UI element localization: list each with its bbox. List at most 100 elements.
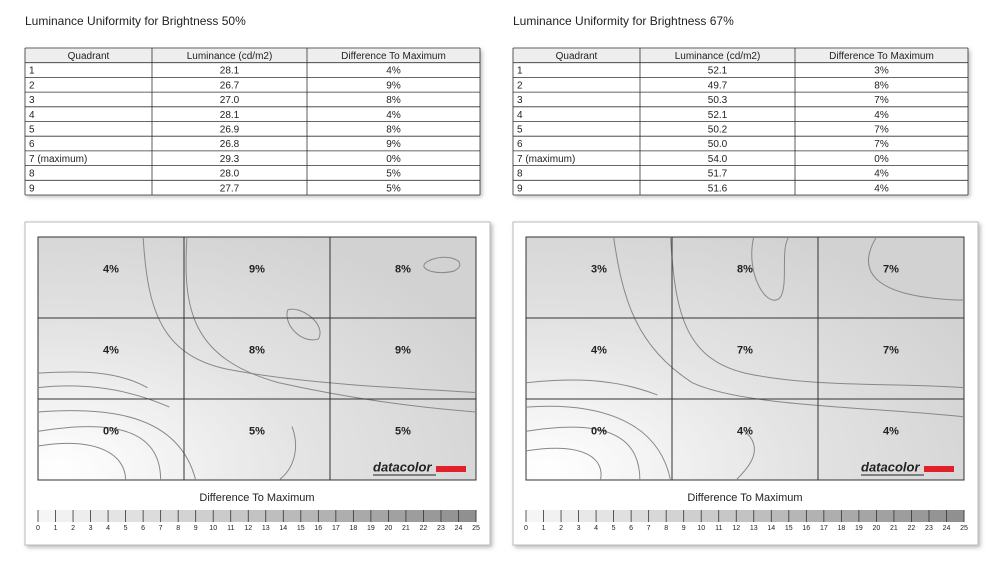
table-cell: 27.0 bbox=[220, 95, 240, 106]
quadrant-label: 4% bbox=[591, 344, 607, 356]
table-header: Quadrant bbox=[68, 51, 110, 62]
scale-cell bbox=[335, 510, 354, 522]
logo-bar bbox=[436, 466, 466, 472]
table-cell: 28.1 bbox=[220, 66, 240, 77]
scale-tick-label: 14 bbox=[279, 525, 287, 532]
scale-tick-label: 21 bbox=[402, 525, 410, 532]
table-cell: 4% bbox=[874, 183, 889, 194]
table-cell: 8% bbox=[386, 95, 401, 106]
scale-tick-label: 1 bbox=[54, 525, 58, 532]
table-header: Quadrant bbox=[556, 51, 598, 62]
table-cell: 7% bbox=[874, 124, 889, 135]
table-cell: 8% bbox=[386, 124, 401, 135]
scale-cell bbox=[55, 510, 74, 522]
table-cell: 50.3 bbox=[708, 95, 728, 106]
scale-cell bbox=[648, 510, 667, 522]
scale-cell bbox=[683, 510, 702, 522]
map-fill bbox=[525, 236, 965, 481]
scale-cell bbox=[893, 510, 912, 522]
scale-cell bbox=[178, 510, 197, 522]
quadrant-label: 7% bbox=[883, 344, 899, 356]
table-cell: 8 bbox=[29, 169, 35, 180]
scale-tick-label: 7 bbox=[159, 525, 163, 532]
table-cell: 26.8 bbox=[220, 139, 240, 150]
scale-tick-label: 9 bbox=[682, 525, 686, 532]
scale-cell bbox=[143, 510, 162, 522]
table-cell: 9% bbox=[386, 139, 401, 150]
contours bbox=[38, 237, 476, 480]
table-cell: 50.2 bbox=[708, 124, 728, 135]
scale-tick-label: 23 bbox=[437, 525, 445, 532]
scale-tick-label: 5 bbox=[612, 525, 616, 532]
table-cell: 49.7 bbox=[708, 80, 728, 91]
scale-cell bbox=[125, 510, 144, 522]
scale-cell bbox=[736, 510, 755, 522]
quadrant-label: 0% bbox=[591, 425, 607, 437]
scale-tick-label: 11 bbox=[227, 525, 234, 532]
table-header: Difference To Maximum bbox=[341, 51, 446, 62]
scale-cell bbox=[578, 510, 597, 522]
table-cell: 8% bbox=[874, 80, 889, 91]
table-cell: 6 bbox=[517, 139, 523, 150]
table-cell: 50.0 bbox=[708, 139, 728, 150]
quadrant-label: 3% bbox=[591, 263, 607, 275]
scale-cell bbox=[160, 510, 179, 522]
contour-line bbox=[287, 309, 320, 340]
table-cell: 52.1 bbox=[708, 66, 728, 77]
scale-cell bbox=[73, 510, 92, 522]
scale-tick-label: 16 bbox=[802, 525, 810, 532]
table-cell: 4 bbox=[29, 110, 35, 121]
scale-cell bbox=[876, 510, 895, 522]
scale-tick-label: 20 bbox=[873, 525, 881, 532]
scale-tick-label: 25 bbox=[472, 525, 480, 532]
scale-title: Difference To Maximum bbox=[199, 492, 314, 504]
table-header: Luminance (cd/m2) bbox=[675, 51, 761, 62]
table-cell: 5 bbox=[29, 124, 35, 135]
quadrant-label: 8% bbox=[737, 263, 753, 275]
scale-tick-label: 17 bbox=[332, 525, 340, 532]
contour-line bbox=[526, 380, 657, 395]
scale-tick-label: 24 bbox=[455, 525, 463, 532]
table-cell: 9 bbox=[29, 183, 35, 194]
scale-cell bbox=[596, 510, 615, 522]
scale-cell bbox=[911, 510, 930, 522]
scale-tick-label: 14 bbox=[767, 525, 775, 532]
contour-line bbox=[38, 443, 126, 480]
table-cell: 28.1 bbox=[220, 110, 240, 121]
table-cell: 3 bbox=[517, 95, 523, 106]
table-cell: 27.7 bbox=[220, 183, 240, 194]
scale-cell bbox=[108, 510, 127, 522]
scale-cell bbox=[928, 510, 947, 522]
table-cell: 28.0 bbox=[220, 169, 240, 180]
scale-cell bbox=[946, 510, 965, 522]
contour-line bbox=[671, 237, 964, 388]
scale-cell bbox=[213, 510, 232, 522]
table-cell: 2 bbox=[29, 80, 35, 91]
scale-tick-label: 13 bbox=[750, 525, 758, 532]
scale-cell bbox=[440, 510, 459, 522]
scale-tick-label: 24 bbox=[943, 525, 951, 532]
scale-tick-label: 7 bbox=[647, 525, 651, 532]
contour-line bbox=[143, 237, 476, 393]
contour-line bbox=[614, 237, 964, 417]
logo-bar bbox=[924, 466, 954, 472]
scale-cell bbox=[265, 510, 284, 522]
scale-tick-label: 17 bbox=[820, 525, 828, 532]
table-header: Difference To Maximum bbox=[829, 51, 934, 62]
table-cell: 1 bbox=[29, 66, 35, 77]
table-cell: 7% bbox=[874, 139, 889, 150]
scale-tick-label: 3 bbox=[577, 525, 581, 532]
quadrant-label: 4% bbox=[103, 344, 119, 356]
table-cell: 9 bbox=[517, 183, 523, 194]
logo: datacolor bbox=[373, 459, 432, 474]
table-cell: 3 bbox=[29, 95, 35, 106]
quadrant-label: 7% bbox=[737, 344, 753, 356]
scale-cell bbox=[423, 510, 442, 522]
scale-cell bbox=[753, 510, 772, 522]
contours bbox=[526, 237, 964, 480]
scale-cell bbox=[841, 510, 860, 522]
scale-tick-label: 19 bbox=[367, 525, 375, 532]
table-cell: 1 bbox=[517, 66, 523, 77]
scale-tick-label: 15 bbox=[297, 525, 305, 532]
scale-cell bbox=[318, 510, 337, 522]
